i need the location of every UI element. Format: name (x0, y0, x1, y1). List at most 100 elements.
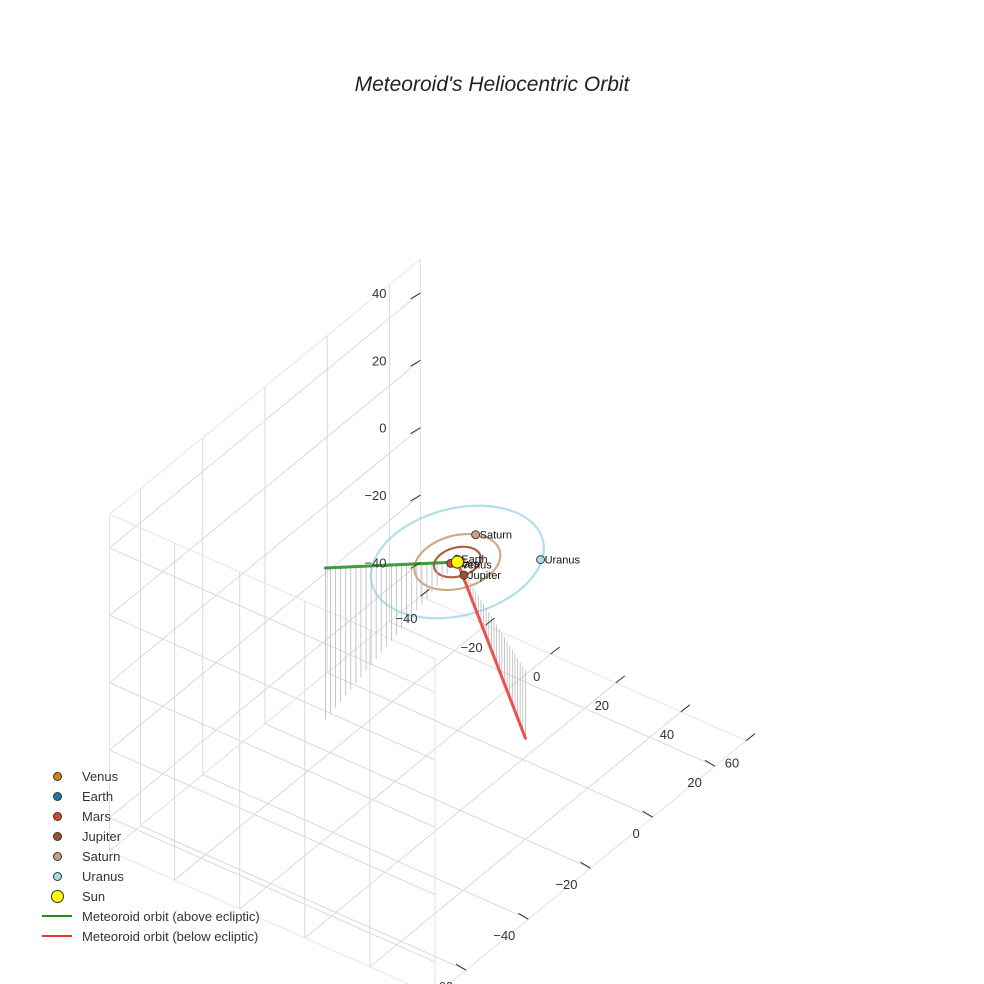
legend-label: Sun (82, 888, 106, 904)
x-tick-mark (680, 704, 691, 713)
y-tick-mark (455, 963, 467, 971)
legend-item-sun[interactable]: Sun (40, 886, 260, 906)
y-tick-mark (518, 912, 529, 920)
legend-item-jupiter[interactable]: Jupiter (40, 826, 260, 846)
x-tick-label: 0 (533, 669, 540, 684)
box-edge (109, 595, 421, 852)
legend-item-meteoroid-orbit-below-ecliptic[interactable]: Meteoroid orbit (below ecliptic) (40, 926, 260, 946)
legend-marker-swatch (40, 871, 74, 881)
z-tick-label: 20 (372, 353, 386, 368)
legend-marker-swatch (40, 791, 74, 801)
body-label-saturn: Saturn (480, 530, 512, 542)
z-tick-mark (410, 359, 421, 367)
z-tick-mark (410, 427, 421, 435)
x-tick-label: 60 (725, 756, 739, 771)
legend-label: Uranus (82, 868, 124, 884)
legend-item-saturn[interactable]: Saturn (40, 846, 260, 866)
legend-label: Jupiter (82, 828, 122, 844)
x-tick-mark (420, 588, 430, 597)
right-wall-grid-z (109, 614, 436, 761)
body-uranus[interactable] (536, 555, 546, 565)
orbit-saturn (413, 532, 502, 592)
right-wall-grid-z (109, 817, 436, 963)
box-edge (109, 850, 410, 984)
body-label-uranus: Uranus (545, 555, 581, 567)
left-wall-grid-z (109, 562, 421, 818)
box-edge (420, 595, 747, 742)
z-tick-label: −20 (364, 488, 386, 503)
drop-line-layer (325, 562, 526, 739)
meteoroid-orbit-below[interactable] (455, 560, 527, 740)
y-tick-mark (642, 810, 653, 818)
z-tick-mark (410, 292, 421, 300)
floor-grid-y (389, 621, 716, 767)
legend-marker-swatch (40, 771, 74, 781)
body-label-venus: Venus (461, 559, 492, 571)
legend-label: Venus (82, 768, 119, 784)
right-wall-grid-z (109, 749, 436, 896)
z-tick-label: −40 (364, 556, 386, 571)
legend-label: Meteoroid orbit (below ecliptic) (82, 928, 259, 944)
legend-label: Earth (82, 788, 114, 804)
y-tick-label: −20 (555, 877, 577, 892)
legend-marker-swatch (40, 811, 74, 821)
body-saturn[interactable] (471, 530, 481, 540)
x-tick-mark (550, 646, 561, 655)
orbit-jupiter (432, 545, 482, 579)
left-wall-grid-z (109, 494, 421, 751)
chart-title: Meteoroid's Heliocentric Orbit (354, 73, 630, 96)
x-tick-label: −20 (461, 640, 483, 655)
meteoroid-line-layer (323, 560, 527, 740)
z-tick-label: 40 (372, 286, 386, 301)
y-tick-label: 0 (632, 826, 639, 841)
floor-grid-y (327, 672, 653, 818)
right-wall-grid-z (109, 547, 436, 693)
floor-grid-y (140, 825, 467, 971)
x-tick-mark (745, 733, 756, 742)
body-jupiter[interactable] (459, 570, 469, 580)
box-edge (109, 513, 436, 660)
x-tick-label: −40 (395, 611, 417, 626)
legend-item-uranus[interactable]: Uranus (40, 866, 260, 886)
floor-grid-y (202, 774, 529, 920)
y-tick-label: −40 (493, 928, 515, 943)
left-wall-grid-z (109, 359, 421, 616)
legend-marker-swatch (40, 889, 74, 903)
x-tick-label: 40 (660, 727, 674, 742)
legend-line-swatch (40, 915, 74, 917)
y-tick-label: −60 (431, 979, 453, 984)
z-tick-mark (410, 562, 421, 569)
orbit-uranus (369, 504, 545, 620)
legend-item-mars[interactable]: Mars (40, 806, 260, 826)
legend-line-swatch (40, 935, 74, 937)
left-wall-grid-z (109, 427, 421, 684)
y-tick-mark (704, 759, 716, 767)
legend-marker-swatch (40, 851, 74, 861)
legend-label: Meteoroid orbit (above ecliptic) (82, 908, 260, 924)
left-wall-grid-z (109, 292, 421, 549)
body-label-jupiter: Jupiter (468, 570, 501, 582)
z-tick-label: 0 (379, 421, 386, 436)
body-sun[interactable] (450, 555, 464, 569)
y-tick-mark (580, 861, 591, 869)
x-tick-mark (485, 617, 495, 626)
right-wall-grid-z (109, 682, 436, 828)
body-label-earth: Earth (461, 554, 487, 566)
tick-label-layer: −40 −20 0 20 40 60 −60 −40 −20 0 20 −40 −20 0 20 40 (364, 286, 756, 984)
legend-item-venus[interactable]: Venus (40, 766, 260, 786)
meteoroid-orbit-above[interactable] (323, 560, 459, 570)
legend-marker-swatch (40, 831, 74, 841)
floor-grid-y (264, 723, 591, 869)
legend-label: Saturn (82, 848, 121, 864)
z-tick-mark (410, 494, 421, 502)
grid-layer (109, 258, 747, 984)
legend-label: Mars (82, 808, 111, 824)
box-edge (109, 258, 421, 515)
x-tick-mark (615, 675, 626, 684)
y-tick-label: 20 (687, 775, 701, 790)
legend-item-earth[interactable]: Earth (40, 786, 260, 806)
legend-item-meteoroid-orbit-above-ecliptic[interactable]: Meteoroid orbit (above ecliptic) (40, 906, 260, 926)
legend: Venus Earth Mars Jupiter Saturn Uranus Sun Mete… (40, 766, 260, 946)
